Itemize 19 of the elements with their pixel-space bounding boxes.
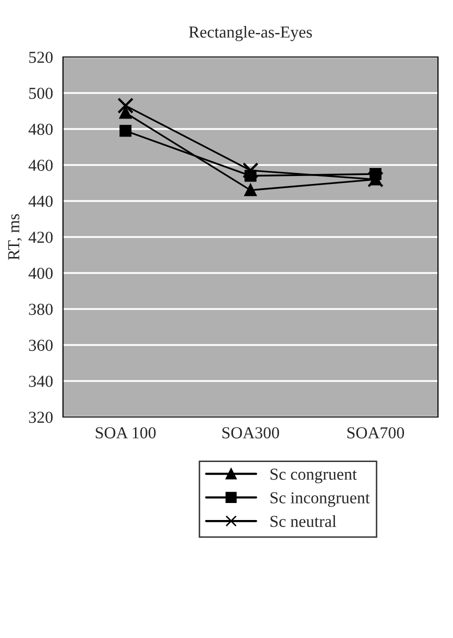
x-tick-label: SOA700 [347, 427, 404, 438]
legend-label: Sc neutral [270, 515, 336, 528]
y-tick-label: 420 [28, 232, 53, 243]
y-tick-label: 440 [28, 196, 53, 207]
x-tick-label: SOA 100 [96, 427, 156, 438]
y-tick-label: 400 [28, 268, 53, 279]
legend-label: Sc congruent [270, 468, 357, 484]
chart-title: Rectangle-as-Eyes [188, 26, 312, 42]
y-tick-label: 340 [29, 376, 53, 387]
y-tick-label: 460 [28, 160, 53, 171]
y-tick-label: 360 [29, 340, 53, 351]
y-tick-label: 480 [28, 124, 53, 135]
legend-label: Sc incongruent [270, 492, 370, 507]
y-tick-label: 500 [29, 88, 53, 99]
y-tick-label: 320 [29, 412, 53, 423]
y-tick-label: 380 [29, 304, 53, 315]
y-axis-title: RT, ms [8, 214, 22, 260]
y-tick-label: 520 [29, 52, 53, 63]
x-tick-label: SOA300 [222, 427, 280, 438]
